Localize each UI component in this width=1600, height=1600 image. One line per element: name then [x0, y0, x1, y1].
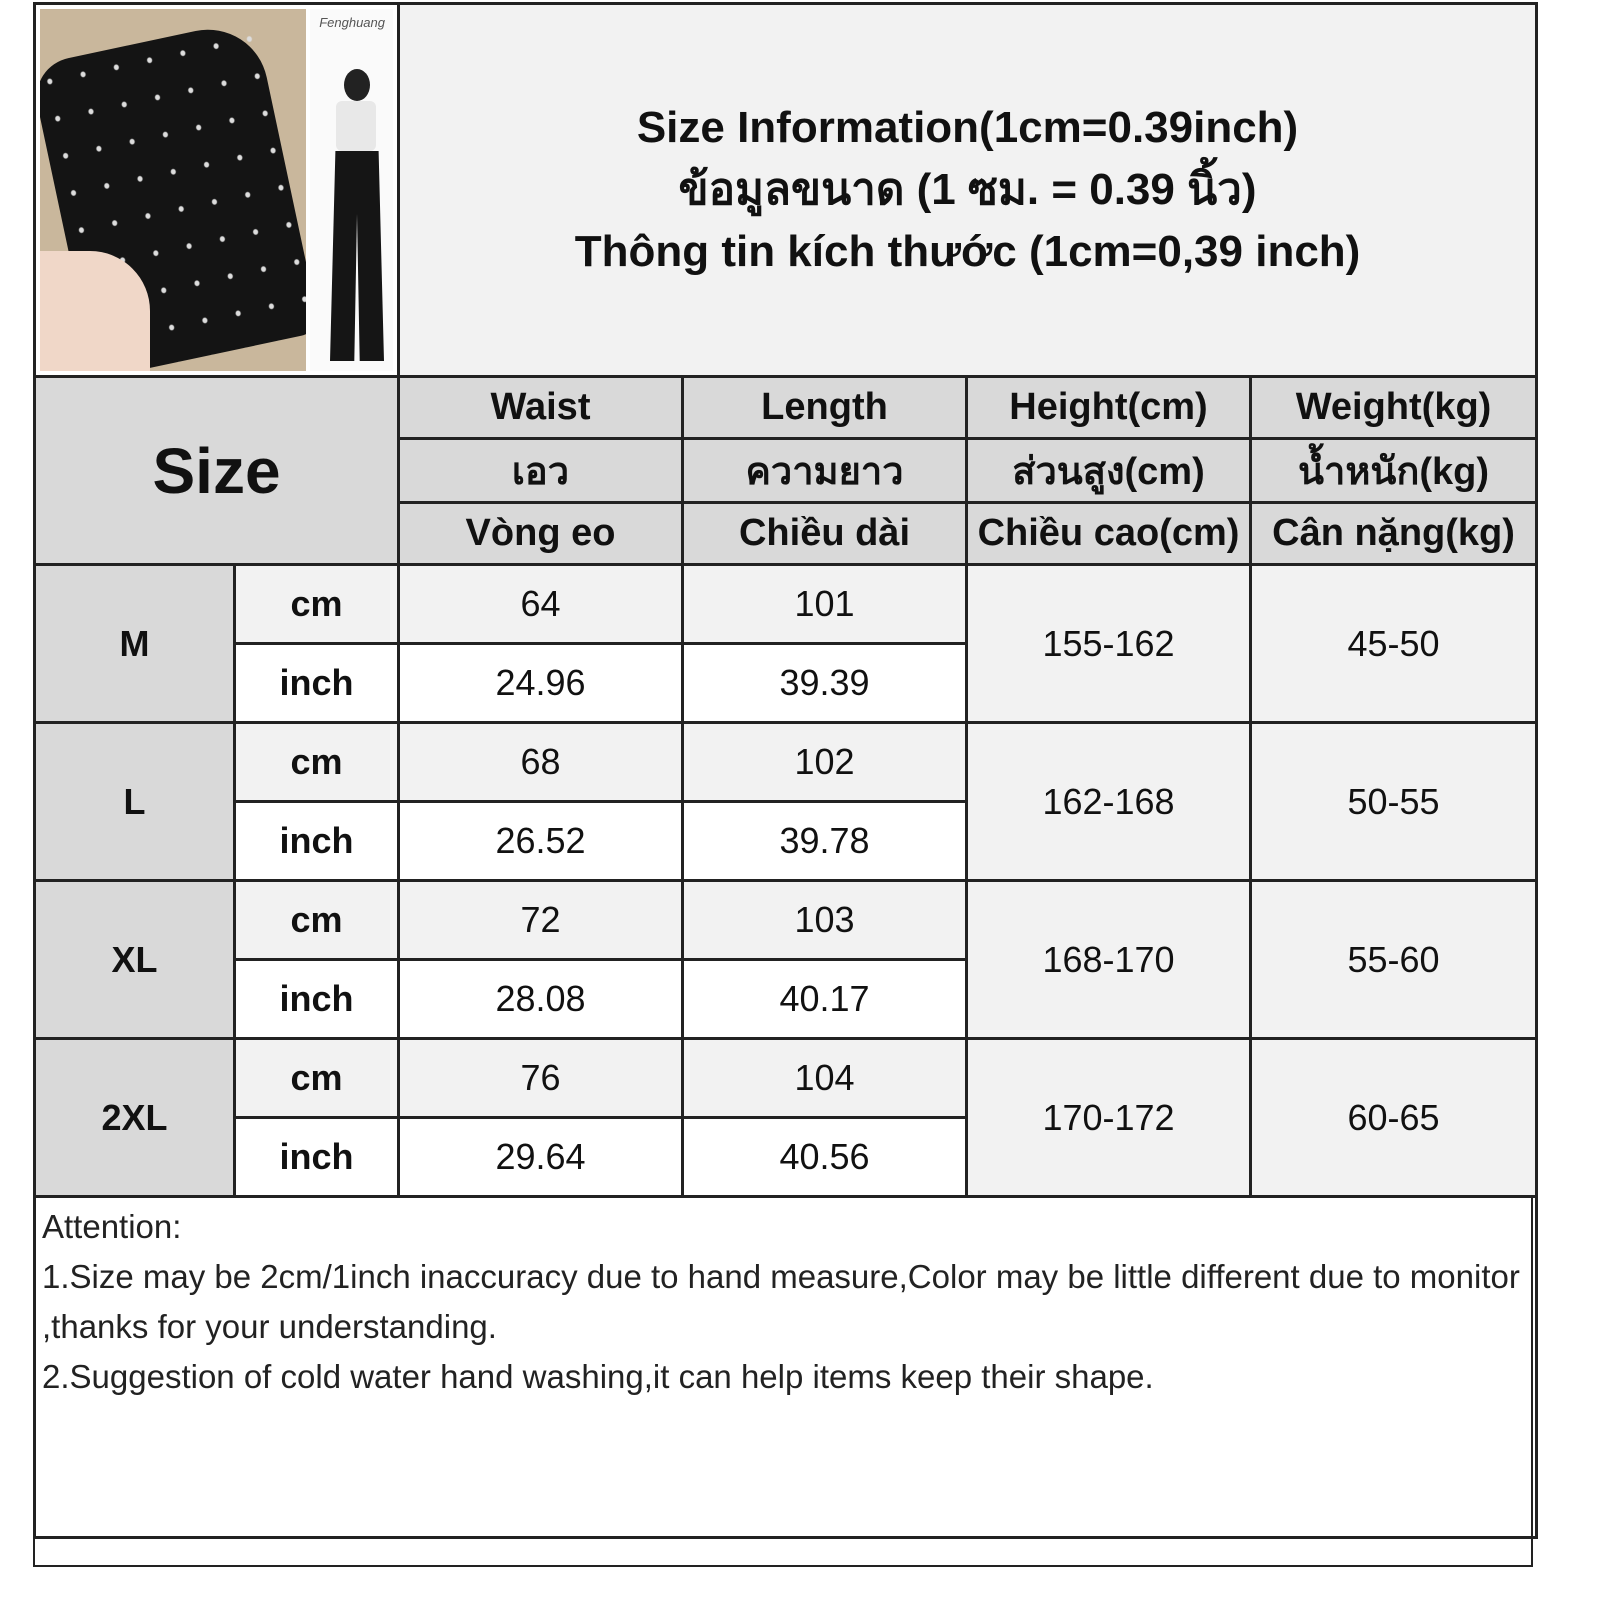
watermark: Fenghuang: [319, 15, 385, 30]
height-range: 170-172: [965, 1037, 1252, 1198]
attention-note: 1.Size may be 2cm/1inch inaccuracy due t…: [42, 1258, 1520, 1345]
waist-inch: 26.52: [397, 800, 684, 882]
title-vi: Thông tin kích thước (1cm=0,39 inch): [574, 227, 1361, 276]
col-header-en: Length: [681, 375, 968, 440]
weight-range: 60-65: [1248, 1037, 1539, 1198]
table-row: inch 29.64 40.56: [35, 1116, 1537, 1198]
waist-cm: 68: [397, 721, 684, 803]
size-table: Fenghuang Size Information(1cm=0.39inch)…: [32, 2, 1539, 1539]
waist-cm: 72: [397, 879, 684, 961]
attention-note: 2.Suggestion of cold water hand washing,…: [42, 1358, 1154, 1395]
length-cm: 103: [681, 879, 968, 961]
col-header-vi: Chiều cao(cm): [965, 501, 1252, 566]
waist-inch: 24.96: [397, 642, 684, 724]
col-header-vi: Vòng eo: [397, 501, 684, 566]
weight-range: 55-60: [1248, 879, 1539, 1040]
attention-notes: Attention: 1.Size may be 2cm/1inch inacc…: [32, 1195, 1539, 1539]
col-header-vi: Chiều dài: [681, 501, 968, 566]
col-header-vi: Cân nặng(kg): [1248, 501, 1539, 566]
title-en: Size Information(1cm=0.39inch): [636, 103, 1299, 152]
size-header: Size: [33, 375, 400, 566]
attention-heading: Attention:: [42, 1208, 182, 1245]
weight-range: 45-50: [1248, 563, 1539, 724]
length-inch: 39.39: [681, 642, 968, 724]
col-header-th: น้ำหนัก(kg): [1248, 437, 1539, 504]
col-header-en: Weight(kg): [1248, 375, 1539, 440]
title-th: ข้อมูลขนาด (1 ซม. = 0.39 นิ้ว): [678, 165, 1257, 214]
col-header-th: ความยาว: [681, 437, 968, 504]
unit-inch: inch: [233, 800, 400, 882]
unit-cm: cm: [233, 563, 400, 645]
table-row: XL cm 72 103 168-170 55-60: [33, 879, 1539, 1040]
length-cm: 102: [681, 721, 968, 803]
length-inch: 40.56: [681, 1116, 968, 1198]
unit-inch: inch: [233, 958, 400, 1040]
waist-inch: 29.64: [397, 1116, 684, 1198]
table-row: 2XL cm 76 104 170-172 60-65: [33, 1037, 1539, 1198]
weight-range: 50-55: [1248, 721, 1539, 882]
length-inch: 40.17: [681, 958, 968, 1040]
model-photo: Fenghuang: [310, 9, 393, 371]
size-information-title: Size Information(1cm=0.39inch) ข้อมูลขนา…: [396, 2, 1539, 378]
height-range: 155-162: [965, 563, 1252, 724]
unit-inch: inch: [233, 1116, 400, 1198]
size-label: XL: [33, 879, 236, 1040]
col-header-en: Height(cm): [965, 375, 1252, 440]
unit-cm: cm: [233, 1037, 400, 1119]
waist-cm: 64: [397, 563, 684, 645]
pants-flatlay-photo: [40, 9, 306, 371]
table-row: inch 28.08 40.17: [35, 958, 1537, 1040]
height-range: 168-170: [965, 879, 1252, 1040]
unit-cm: cm: [233, 721, 400, 803]
size-chart: Fenghuang Size Information(1cm=0.39inch)…: [32, 2, 1539, 1567]
size-label: 2XL: [33, 1037, 236, 1198]
table-row: inch 24.96 39.39: [35, 642, 1537, 724]
waist-inch: 28.08: [397, 958, 684, 1040]
unit-cm: cm: [233, 879, 400, 961]
height-range: 162-168: [965, 721, 1252, 882]
unit-inch: inch: [233, 642, 400, 724]
waist-cm: 76: [397, 1037, 684, 1119]
col-header-th: เอว: [397, 437, 684, 504]
product-image: Fenghuang: [33, 2, 400, 378]
length-inch: 39.78: [681, 800, 968, 882]
length-cm: 101: [681, 563, 968, 645]
size-label: L: [33, 721, 236, 882]
col-header-en: Waist: [397, 375, 684, 440]
size-label: M: [33, 563, 236, 724]
length-cm: 104: [681, 1037, 968, 1119]
col-header-th: ส่วนสูง(cm): [965, 437, 1252, 504]
table-row: inch 26.52 39.78: [35, 800, 1537, 882]
